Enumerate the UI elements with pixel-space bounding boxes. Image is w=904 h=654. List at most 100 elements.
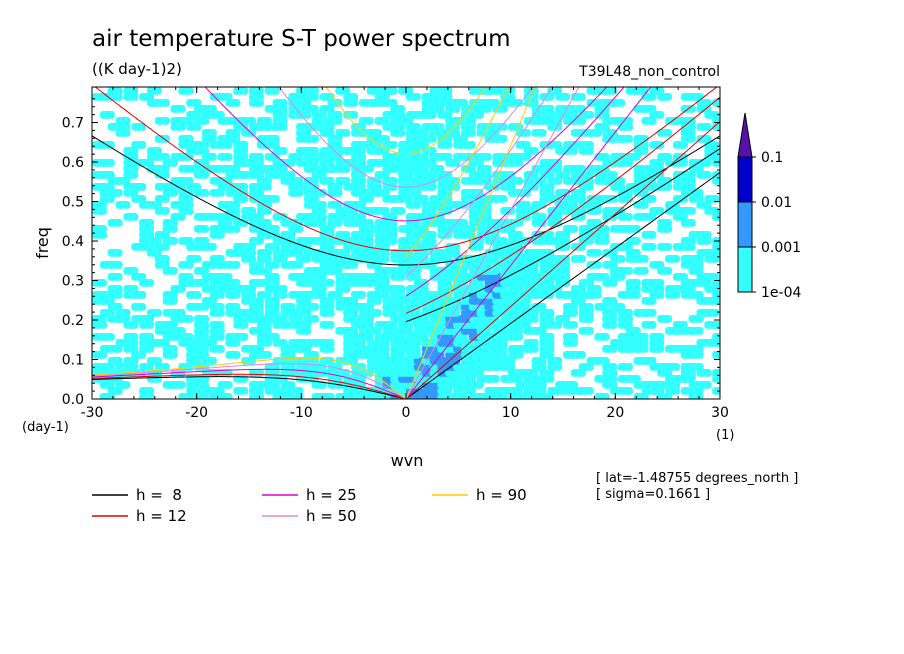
spectrum-cell bbox=[680, 177, 696, 185]
spectrum-cell bbox=[665, 201, 680, 209]
spectrum-cell bbox=[319, 225, 335, 233]
spectrum-cell bbox=[241, 117, 257, 125]
spectrum-cell bbox=[508, 159, 523, 167]
spectrum-cell bbox=[358, 195, 374, 203]
spectrum-cell bbox=[319, 123, 335, 131]
spectrum-cell bbox=[547, 213, 563, 221]
spectrum-cell bbox=[280, 159, 296, 167]
spectrum-cell bbox=[154, 99, 170, 107]
spectrum-cell bbox=[688, 327, 704, 335]
spectrum-cell bbox=[131, 195, 147, 203]
spectrum-cell bbox=[272, 315, 288, 323]
spectrum-cell bbox=[351, 123, 366, 131]
spectrum-cell bbox=[233, 333, 249, 341]
spectrum-cell bbox=[194, 381, 209, 389]
dispersion-curves bbox=[92, 87, 720, 399]
spectrum-cell bbox=[696, 231, 712, 239]
spectrum-cell bbox=[578, 279, 594, 287]
spectrum-cell bbox=[712, 159, 720, 167]
x-axis: -30 -20 -10 0 10 20 30 bbox=[81, 87, 729, 421]
spectrum-cell bbox=[288, 315, 304, 323]
spectrum-cell bbox=[296, 309, 312, 317]
spectrum-cell bbox=[107, 87, 123, 95]
spectrum-cell bbox=[508, 351, 523, 359]
spectrum-cell bbox=[194, 267, 209, 275]
spectrum-cell bbox=[460, 141, 476, 149]
spectrum-cell bbox=[264, 297, 280, 305]
y-tick-label: 0.7 bbox=[62, 116, 84, 132]
spectrum-cell bbox=[688, 351, 704, 359]
spectrum-cell bbox=[303, 87, 319, 95]
spectrum-cell bbox=[680, 219, 696, 227]
spectrum-cell bbox=[704, 309, 720, 317]
spectrum-cell bbox=[319, 129, 335, 137]
spectrum-cell bbox=[264, 333, 280, 341]
spectrum-cell bbox=[696, 99, 712, 107]
spectrum-cell bbox=[256, 327, 272, 335]
spectrum-cell bbox=[531, 303, 547, 311]
spectrum-cell bbox=[319, 243, 335, 251]
spectrum-cell bbox=[99, 297, 115, 305]
spectrum-cell bbox=[162, 225, 178, 233]
spectrum-cell bbox=[523, 369, 539, 377]
spectrum-cell bbox=[162, 321, 178, 329]
spectrum-cell bbox=[617, 159, 633, 167]
spectrum-cell bbox=[390, 333, 406, 341]
spectrum-cell bbox=[311, 381, 327, 389]
spectrum-cell bbox=[264, 135, 280, 143]
y-tick-label: 0.5 bbox=[62, 195, 84, 211]
spectrum-cell bbox=[547, 165, 563, 173]
spectrum-cell bbox=[217, 93, 233, 101]
spectrum-cell bbox=[123, 87, 139, 95]
spectrum-cell bbox=[249, 93, 264, 101]
spectrum-cell bbox=[154, 195, 170, 203]
spectrum-cell bbox=[649, 207, 665, 215]
spectrum-cell bbox=[578, 327, 594, 335]
spectrum-cell bbox=[539, 345, 555, 353]
rossby-curve bbox=[92, 373, 407, 399]
spectrum-cell bbox=[445, 159, 461, 167]
spectrum-cell bbox=[374, 273, 390, 281]
spectrum-cell bbox=[712, 321, 720, 329]
spectrum-cell bbox=[131, 291, 147, 299]
spectrum-cell bbox=[107, 303, 123, 311]
x-tick-label: 0 bbox=[402, 405, 411, 421]
spectrum-cell bbox=[351, 147, 366, 155]
y-tick-label: 0.3 bbox=[62, 274, 84, 290]
spectrum-cell bbox=[617, 117, 633, 125]
spectrum-cell bbox=[382, 309, 398, 317]
spectrum-cell bbox=[178, 273, 194, 281]
spectrum-cell bbox=[303, 93, 319, 101]
spectrum-cell bbox=[272, 147, 288, 155]
spectrum-cell bbox=[139, 345, 155, 353]
spectrum-cell bbox=[233, 375, 249, 383]
spectrum-cell bbox=[421, 183, 437, 191]
spectrum-cell bbox=[327, 219, 343, 227]
spectrum-cell bbox=[555, 231, 571, 239]
spectrum-cell bbox=[351, 201, 366, 209]
x-tick-label: 10 bbox=[502, 405, 520, 421]
spectrum-cell bbox=[570, 297, 586, 305]
spectrum-cell bbox=[358, 321, 374, 329]
spectrum-cell bbox=[570, 117, 586, 125]
spectrum-cell bbox=[602, 369, 618, 377]
spectrum-cell bbox=[241, 285, 257, 293]
spectrum-cell bbox=[272, 285, 288, 293]
spectrum-cell bbox=[657, 369, 673, 377]
spectrum-cell bbox=[617, 363, 633, 371]
spectrum-cell bbox=[99, 159, 115, 167]
spectrum-cell bbox=[123, 321, 139, 329]
spectrum-cell bbox=[264, 243, 280, 251]
spectrum-cell bbox=[547, 321, 563, 329]
spectrum-cell bbox=[194, 159, 209, 167]
spectrum-cell bbox=[484, 375, 500, 383]
spectrum-cell bbox=[602, 375, 618, 383]
spectrum-cell bbox=[249, 213, 264, 221]
spectrum-cell bbox=[453, 267, 469, 275]
spectrum-cell bbox=[311, 171, 327, 179]
spectrum-cell bbox=[264, 273, 280, 281]
spectrum-cell bbox=[539, 249, 555, 257]
spectrum-cell bbox=[194, 315, 209, 323]
spectrum-cell bbox=[531, 357, 547, 365]
spectrum-cell bbox=[233, 141, 249, 149]
